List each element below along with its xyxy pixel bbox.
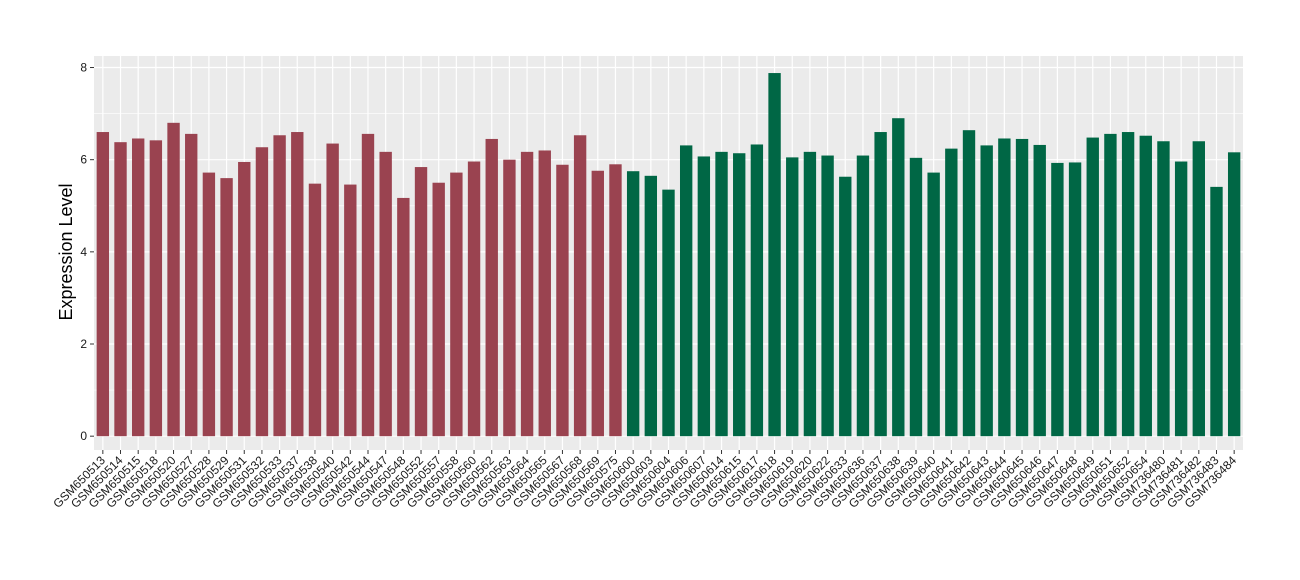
bar-gsm736481 <box>1174 161 1188 437</box>
y-tick-label: 2 <box>80 337 87 351</box>
bar-gsm650633 <box>839 176 852 437</box>
bar-gsm650645 <box>1015 138 1029 437</box>
bar-gsm650538 <box>308 183 322 437</box>
bar-gsm650641 <box>945 148 958 437</box>
bar-gsm650620 <box>803 151 817 437</box>
bar-gsm650604 <box>662 189 675 437</box>
bar-gsm650529 <box>220 178 233 437</box>
bar-gsm650531 <box>238 161 251 437</box>
bar-gsm650622 <box>821 155 834 437</box>
bar-gsm650533 <box>273 135 286 437</box>
bar-gsm650513 <box>96 132 110 437</box>
bar-gsm650520 <box>167 122 180 437</box>
bar-gsm650540 <box>326 143 339 437</box>
bar-gsm650606 <box>679 145 693 437</box>
y-tick-label: 0 <box>80 429 87 443</box>
bar-gsm650642 <box>962 130 976 437</box>
bar-gsm650542 <box>344 184 357 437</box>
bar-gsm650644 <box>998 138 1011 437</box>
bar-gsm650615 <box>733 153 746 437</box>
bar-gsm650647 <box>1051 162 1064 437</box>
bar-gsm650617 <box>750 144 764 437</box>
bar-gsm650527 <box>185 133 198 437</box>
bar-gsm650603 <box>644 175 658 437</box>
bar-gsm650651 <box>1104 133 1117 437</box>
y-tick-label: 4 <box>80 245 87 259</box>
bar-gsm650547 <box>379 151 392 437</box>
bar-gsm650643 <box>980 145 993 437</box>
bar-gsm650564 <box>520 151 534 437</box>
bar-gsm650528 <box>202 172 216 437</box>
bar-gsm736483 <box>1210 186 1223 437</box>
bar-gsm736482 <box>1192 141 1205 437</box>
bar-gsm650652 <box>1121 132 1135 437</box>
bar-gsm650638 <box>892 118 905 437</box>
bar-gsm736484 <box>1227 152 1241 437</box>
bar-gsm650515 <box>132 138 145 437</box>
bar-gsm650562 <box>485 138 498 437</box>
bar-gsm650607 <box>697 156 711 437</box>
bar-gsm650636 <box>856 155 870 437</box>
bar-gsm650548 <box>397 197 410 437</box>
bar-gsm650619 <box>786 157 799 437</box>
bar-gsm650649 <box>1086 137 1099 437</box>
bar-gsm736480 <box>1157 141 1170 437</box>
y-tick-label: 6 <box>80 153 87 167</box>
bar-gsm650648 <box>1068 162 1082 437</box>
bar-gsm650514 <box>114 142 127 437</box>
x-axis: GSM650513GSM650514GSM650515GSM650518GSM6… <box>50 450 1240 511</box>
bars-group <box>96 73 1241 437</box>
y-axis-title: Expression Level <box>56 183 76 320</box>
bar-gsm650614 <box>715 151 728 437</box>
bar-gsm650654 <box>1139 135 1152 437</box>
bar-gsm650640 <box>927 172 940 437</box>
bar-gsm650544 <box>361 133 375 437</box>
bar-gsm650560 <box>467 161 481 437</box>
bar-gsm650537 <box>291 132 304 437</box>
bar-gsm650557 <box>432 182 445 437</box>
bar-gsm650637 <box>874 132 887 437</box>
bar-gsm650575 <box>609 164 622 437</box>
bar-gsm650552 <box>414 167 428 437</box>
y-axis: 0 2 4 6 8 <box>80 61 94 443</box>
bar-gsm650569 <box>591 170 604 437</box>
bar-gsm650563 <box>503 159 516 437</box>
bar-gsm650646 <box>1033 144 1046 437</box>
bar-gsm650518 <box>149 140 163 437</box>
bar-gsm650639 <box>909 157 923 437</box>
bar-gsm650567 <box>556 164 569 437</box>
y-tick-label: 8 <box>80 61 87 75</box>
bar-gsm650558 <box>450 172 463 437</box>
bar-gsm650600 <box>626 171 640 437</box>
bar-gsm650618 <box>768 73 781 437</box>
bar-gsm650565 <box>538 150 551 437</box>
bar-gsm650568 <box>573 135 587 437</box>
bar-gsm650532 <box>255 147 269 437</box>
